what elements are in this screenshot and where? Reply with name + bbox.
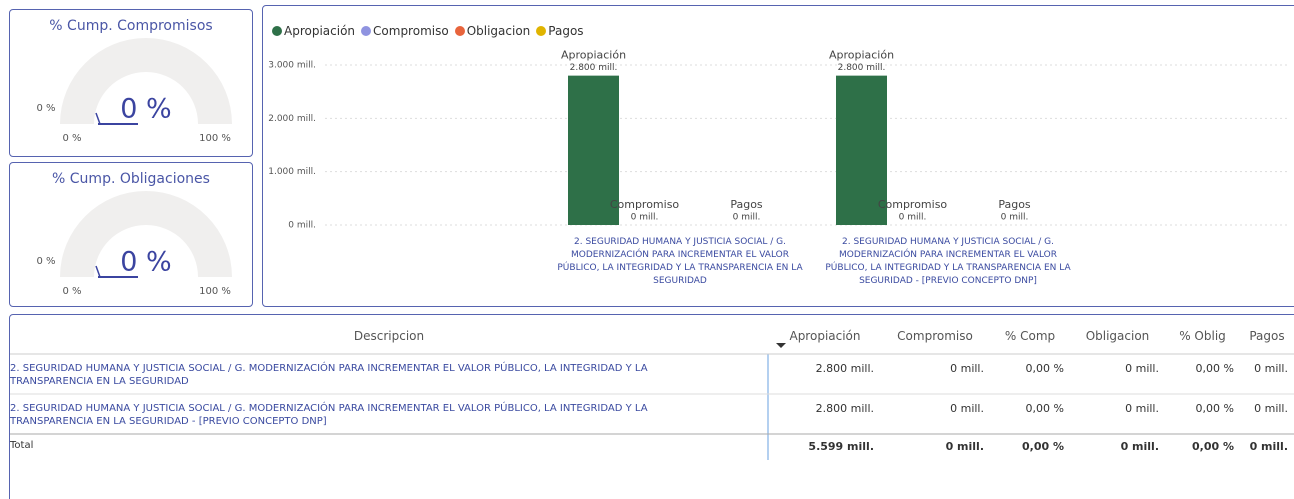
data-label: 0 mill. (899, 213, 927, 223)
y-tick-label: 3.000 mill. (268, 60, 316, 70)
table-panel (9, 314, 1294, 499)
legend-swatch (454, 26, 465, 36)
gauge-title: % Cump. Obligaciones (52, 171, 210, 187)
gauge-target-label: 0 % (36, 103, 55, 114)
column-header: Obligacion (1085, 329, 1150, 343)
row-value: 2.800 mill. (815, 362, 874, 375)
total-value: 0 mill. (945, 440, 984, 453)
data-label-name: Compromiso (878, 198, 948, 211)
row-value: 0,00 % (1195, 402, 1234, 415)
column-header: % Comp (1004, 329, 1056, 343)
column-header: Compromiso (897, 329, 973, 343)
column-header: Pagos (1249, 329, 1285, 343)
gauge-title: % Cump. Compromisos (49, 18, 212, 34)
row-value: 0,00 % (1195, 362, 1234, 375)
legend-item[interactable]: Apropiación (272, 24, 355, 38)
y-tick-label: 1.000 mill. (268, 167, 316, 177)
legend-label: Compromiso (373, 24, 449, 38)
column-header: % Oblig (1179, 329, 1226, 343)
legend-label: Apropiación (284, 24, 356, 38)
total-value: 0,00 % (1192, 440, 1234, 453)
total-value: 0 mill. (1249, 440, 1288, 453)
gauge-track (60, 191, 232, 277)
x-tick-label: 2. SEGURIDAD HUMANA Y JUSTICIA SOCIAL / … (557, 237, 803, 286)
row-value: 0 mill. (1254, 402, 1288, 415)
legend-swatch (361, 26, 372, 36)
gauge-target-label: 0 % (36, 256, 55, 267)
data-label: 0 mill. (733, 213, 761, 223)
total-value: 0,00 % (1022, 440, 1064, 453)
gauge-panel (9, 9, 253, 157)
row-description: 2. SEGURIDAD HUMANA Y JUSTICIA SOCIAL / … (10, 403, 648, 427)
column-header: Apropiación (789, 329, 861, 343)
data-label-name: Pagos (998, 198, 1031, 211)
row-value: 2.800 mill. (815, 402, 874, 415)
data-label-name: Pagos (730, 198, 763, 211)
chart-panel (262, 5, 1294, 307)
y-tick-label: 0 mill. (288, 221, 316, 231)
data-label: 0 mill. (1001, 213, 1029, 223)
data-label-name: Apropiación (561, 49, 626, 62)
data-label: 0 mill. (631, 213, 659, 223)
gauge-value-label: 0 % (120, 94, 171, 125)
row-value: 0,00 % (1025, 402, 1064, 415)
gauge-target-stem (95, 265, 101, 278)
gauge-tick-label: 100 % (199, 133, 231, 144)
gauge-tick-label: 0 % (62, 133, 81, 144)
gauge-target-stem (95, 112, 101, 125)
row-value: 0 mill. (1254, 362, 1288, 375)
row-value: 0 mill. (1125, 402, 1159, 415)
row-value: 0 mill. (950, 362, 984, 375)
total-label: Total (10, 440, 34, 451)
legend-label: Obligacion (466, 24, 531, 38)
legend-label: Pagos (548, 24, 584, 38)
bar (836, 75, 887, 225)
data-label-name: Apropiación (829, 49, 894, 62)
sort-indicator (776, 343, 786, 348)
total-value: 5.599 mill. (808, 440, 874, 453)
row-value: 0,00 % (1025, 362, 1064, 375)
gauge-panel (9, 162, 253, 307)
data-label: 2.800 mill. (838, 63, 886, 73)
total-value: 0 mill. (1120, 440, 1159, 453)
row-value: 0 mill. (950, 402, 984, 415)
legend-swatch (536, 26, 547, 36)
gauge-value-label: 0 % (120, 247, 171, 278)
row-value: 0 mill. (1125, 362, 1159, 375)
gauge-tick-label: 100 % (199, 286, 231, 297)
legend-item[interactable]: Pagos (536, 24, 584, 38)
gauge-track (60, 38, 232, 124)
data-label: 2.800 mill. (570, 63, 618, 73)
row-description: 2. SEGURIDAD HUMANA Y JUSTICIA SOCIAL / … (10, 363, 648, 387)
legend-swatch (272, 26, 282, 36)
bar (568, 75, 619, 225)
gauge-tick-label: 0 % (62, 286, 81, 297)
x-tick-label: 2. SEGURIDAD HUMANA Y JUSTICIA SOCIAL / … (825, 237, 1071, 286)
legend-item[interactable]: Compromiso (361, 24, 449, 38)
legend: Apropiación Compromiso Obligacion Pagos (272, 24, 584, 38)
y-tick-label: 2.000 mill. (268, 114, 316, 124)
legend-item[interactable]: Obligacion (454, 24, 531, 38)
data-label-name: Compromiso (610, 198, 680, 211)
column-header: Descripcion (353, 329, 425, 343)
